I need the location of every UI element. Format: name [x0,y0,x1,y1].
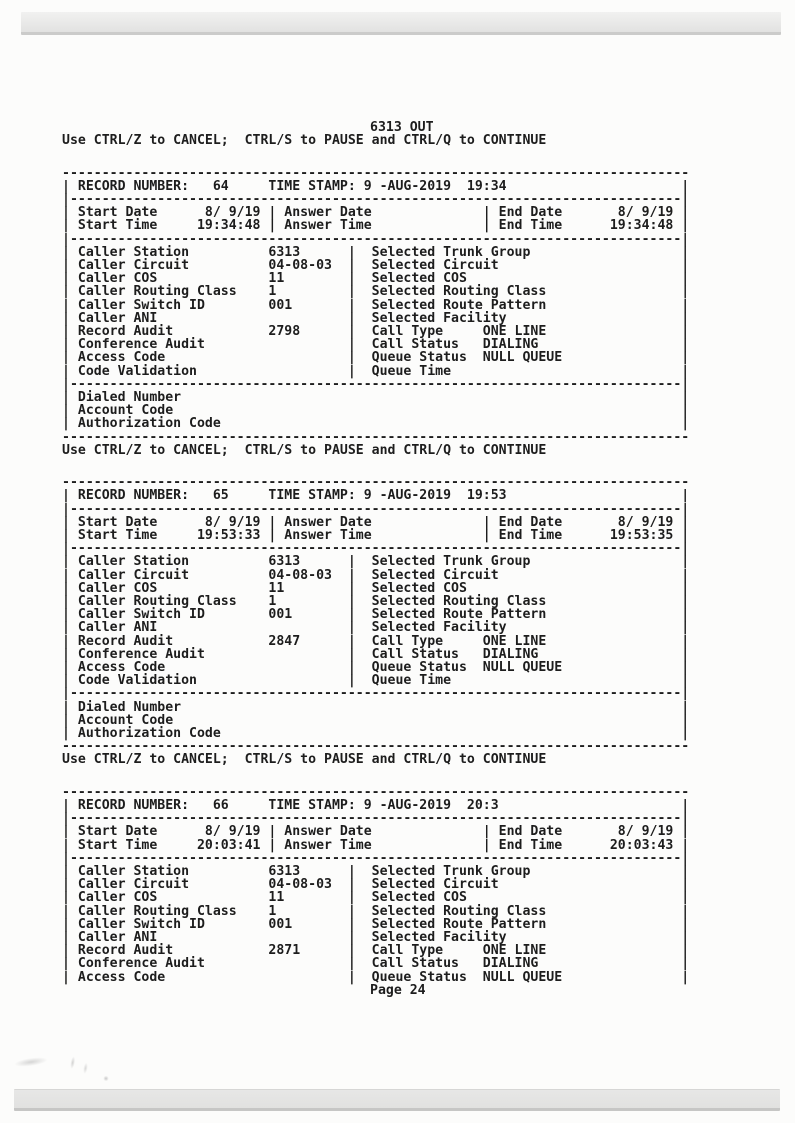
page-number: Page 24 [370,982,426,998]
ctrl-instructions-line: Use CTRL/Z to CANCEL; CTRL/S to PAUSE an… [62,133,547,149]
pencil-smudge [13,1055,49,1069]
scan-artifact-top-band [21,12,781,35]
terminal-printout: 6313 OUT Use CTRL/Z to CANCEL; CTRL/S to… [62,121,762,997]
record-box-65: ----------------------------------------… [62,475,690,755]
report-title: 6313 OUT [370,120,434,135]
pencil-smudge [60,1052,98,1080]
ctrl-instructions-line: Use CTRL/Z to CANCEL; CTRL/S to PAUSE an… [62,752,547,768]
ctrl-instructions-line: Use CTRL/Z to CANCEL; CTRL/S to PAUSE an… [62,442,547,458]
scan-artifact-bottom-band [14,1089,780,1111]
record-box-66: ----------------------------------------… [62,784,690,985]
blank-line [62,767,762,780]
blank-line [62,147,762,160]
pencil-smudge [103,1076,109,1081]
blank-line [62,457,762,470]
record-box-64: ----------------------------------------… [62,165,690,445]
